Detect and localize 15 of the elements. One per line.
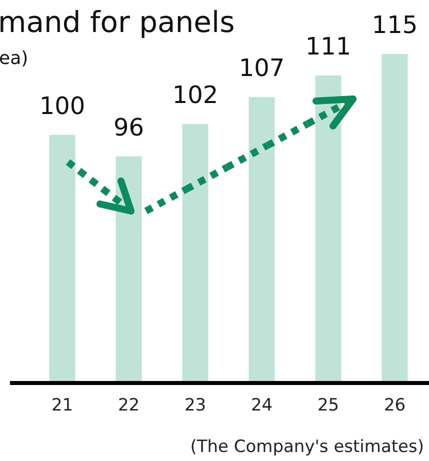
data-label: 102 bbox=[172, 81, 218, 110]
data-label: 100 bbox=[39, 92, 86, 120]
text: ea) bbox=[0, 48, 28, 69]
chart-title: mand for panels bbox=[0, 5, 235, 39]
text: (The Company's estimates) bbox=[190, 437, 424, 457]
data-label: 111 bbox=[305, 32, 352, 61]
x-tick-label: 21 bbox=[51, 396, 74, 416]
x-tick-label: 22 bbox=[118, 396, 140, 416]
x-tick-label: 26 bbox=[384, 396, 406, 416]
data-label: 107 bbox=[238, 54, 285, 82]
data-label: 96 bbox=[113, 113, 144, 142]
x-tick-label: 23 bbox=[184, 396, 206, 416]
x-tick-label: 24 bbox=[250, 396, 273, 416]
x-tick-label: 25 bbox=[317, 396, 340, 416]
data-label: 115 bbox=[372, 10, 418, 39]
